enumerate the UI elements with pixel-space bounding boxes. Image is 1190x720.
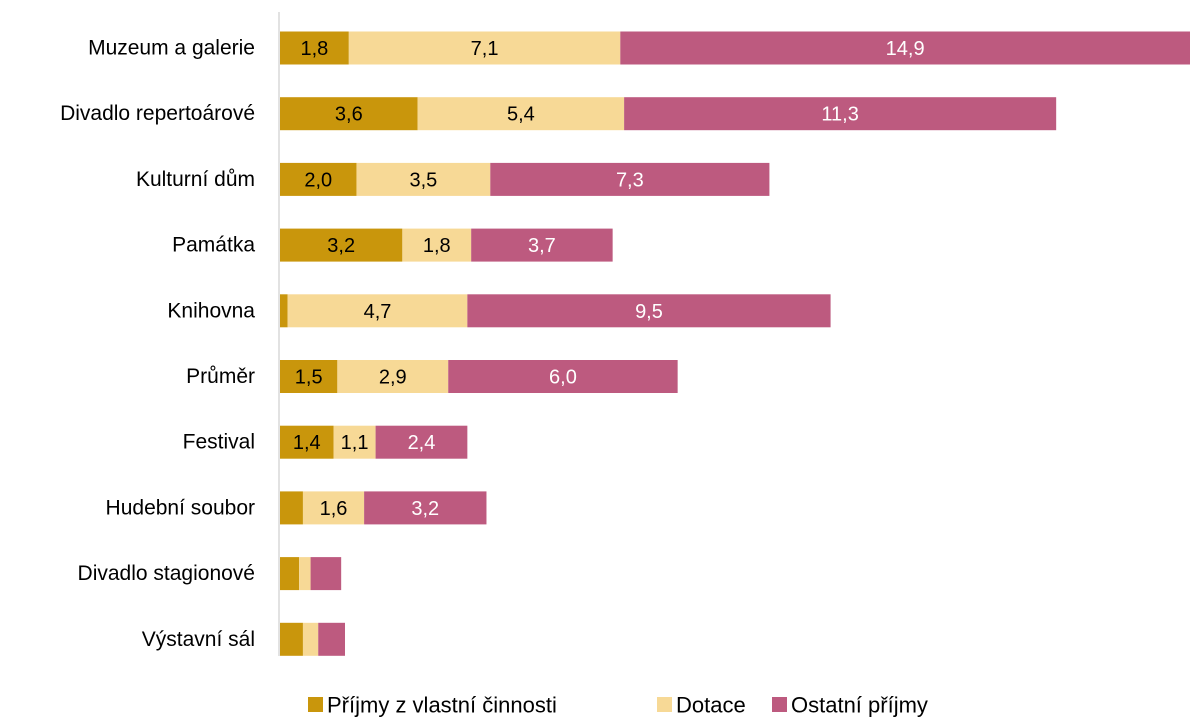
legend-swatch [308,697,323,712]
data-label: 1,6 [320,498,348,520]
data-label: 3,5 [409,169,437,191]
bar-segment [280,228,403,262]
bar-segment [280,294,288,328]
bar-segment [280,162,357,196]
data-label: 4,7 [364,301,392,323]
bar-segment [299,557,311,591]
bar-segment [318,622,345,656]
bar-segment [348,31,621,65]
bar-segment [280,360,338,393]
data-label: 2,9 [379,367,407,389]
legend-label: Příjmy z vlastní činnosti [327,693,557,718]
bar-segment [375,425,468,459]
data-label: 2,0 [304,169,332,191]
bar-segment [280,425,334,459]
data-labels: 1,8 7,1 14,9 3,6 5,4 11,3 2,0 3,5 7,3 3,2 1,8 3,7 4,… [293,38,925,520]
category-label: Muzeum a galerie [88,37,255,60]
bar-segment [620,31,1190,65]
category-label: Festival [183,431,255,454]
data-label: 1,4 [293,432,321,454]
category-labels: Muzeum a galerie Divadlo repertoárové Kult… [60,37,255,651]
category-label: Divadlo stagionové [78,562,255,585]
data-label: 5,4 [507,104,535,126]
data-label: 7,3 [616,169,644,191]
data-label: 2,4 [408,432,436,454]
category-label: Hudební soubor [106,496,255,519]
data-label: 6,0 [549,367,577,389]
category-label: Kulturní dům [136,168,255,191]
category-label: Divadlo repertoárové [60,102,255,125]
legend-swatch [772,697,787,712]
bar-segment [280,622,303,656]
bar-segment [280,491,303,525]
legend-swatch [657,697,672,712]
bar-segment [448,360,678,393]
data-label: 11,3 [821,104,858,126]
data-label: 1,5 [295,367,323,389]
bar-segment [287,294,468,328]
bar-segment [417,97,625,131]
category-label: Památka [172,234,255,257]
category-label: Výstavní sál [142,628,255,651]
data-label: 3,2 [327,235,355,257]
legend-label: Ostatní příjmy [791,693,928,718]
data-label: 1,8 [423,235,451,257]
bar-segment [302,622,319,656]
data-label: 1,8 [301,38,329,60]
data-label: 3,2 [411,498,439,520]
bar-segment [402,228,472,262]
bar-segment [280,557,300,591]
category-label: Knihovna [167,299,255,322]
legend: Příjmy z vlastní činnosti Dotace Ostatní p… [308,693,928,718]
bar-segment [356,162,491,196]
data-label: 1,1 [341,432,369,454]
bar-segment [337,360,449,393]
category-label: Průměr [186,365,255,388]
bar-segment [280,97,418,131]
bar-segment [280,31,349,65]
bar-segment [490,162,770,196]
bars [280,31,1190,656]
data-label: 9,5 [635,301,663,323]
bar-segment [624,97,1057,131]
bar-segment [302,491,365,525]
bar-segment [471,228,613,262]
bar-segment [364,491,487,525]
data-label: 14,9 [886,38,925,60]
data-label: 7,1 [471,38,499,60]
bar-segment [310,557,342,591]
legend-label: Dotace [676,693,746,718]
bar-segment [333,425,376,459]
data-label: 3,7 [528,235,556,257]
data-label: 3,6 [335,104,363,126]
bar-segment [467,294,831,328]
